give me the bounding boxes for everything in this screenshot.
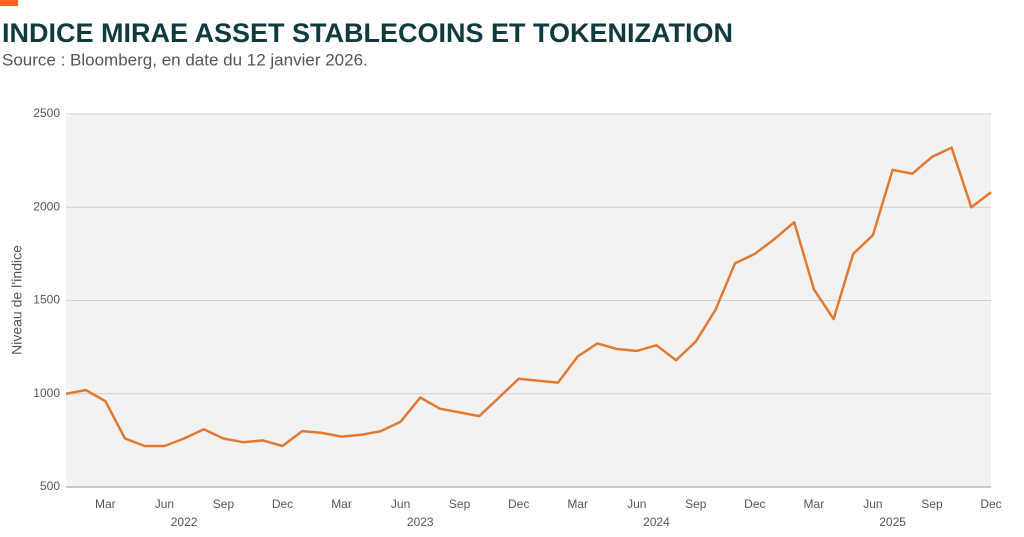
y-tick-label: 2000 <box>33 199 60 213</box>
x-tick-label: Dec <box>744 497 765 511</box>
y-tick-label: 1000 <box>33 386 60 400</box>
x-tick-label: Dec <box>980 497 1001 511</box>
chart-title: INDICE MIRAE ASSET STABLECOINS ET TOKENI… <box>2 18 733 48</box>
x-tick-label: Jun <box>155 497 174 511</box>
x-tick-label: Dec <box>508 497 529 511</box>
x-tick-label: Sep <box>213 497 235 511</box>
x-tick-label: Dec <box>272 497 293 511</box>
x-year-label: 2023 <box>407 515 434 529</box>
x-tick-label: Sep <box>685 497 707 511</box>
x-tick-label: Jun <box>391 497 410 511</box>
y-tick-label: 1500 <box>33 293 60 307</box>
x-year-label: 2024 <box>643 515 670 529</box>
y-axis-label: Niveau de l’indice <box>9 245 25 355</box>
x-year-label: 2022 <box>171 515 198 529</box>
x-tick-label: Sep <box>449 497 471 511</box>
y-tick-label: 2500 <box>33 106 60 120</box>
y-tick-label: 500 <box>40 479 60 493</box>
x-tick-label: Sep <box>921 497 943 511</box>
x-year-label: 2025 <box>879 515 906 529</box>
x-tick-label: Mar <box>804 497 825 511</box>
chart-subtitle: Source : Bloomberg, en date du 12 janvie… <box>2 50 368 69</box>
accent-bar <box>0 0 18 6</box>
x-tick-label: Mar <box>567 497 588 511</box>
x-tick-label: Mar <box>95 497 116 511</box>
x-tick-label: Jun <box>627 497 646 511</box>
x-tick-label: Mar <box>331 497 352 511</box>
index-line <box>65 146 992 448</box>
x-tick-label: Jun <box>863 497 882 511</box>
